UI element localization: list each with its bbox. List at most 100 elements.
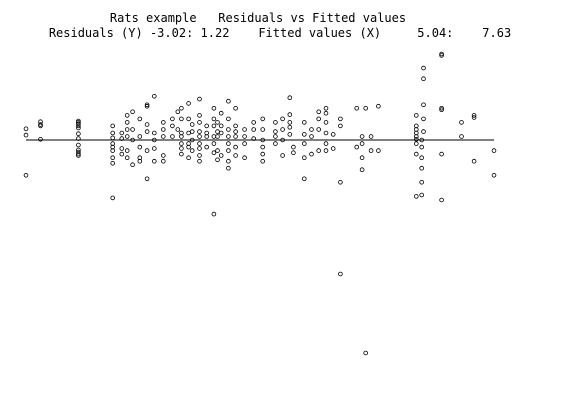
data-point-120	[226, 158, 231, 164]
data-point-160	[301, 120, 307, 125]
data-point-154	[291, 144, 296, 150]
data-point-75	[186, 101, 191, 106]
data-point-196	[413, 134, 419, 139]
data-point-2	[23, 173, 29, 178]
data-point-125	[233, 134, 238, 139]
data-point-191	[376, 148, 381, 153]
data-point-82	[189, 129, 195, 134]
data-point-184	[359, 155, 365, 161]
data-point-145	[280, 116, 285, 122]
data-point-26	[110, 161, 115, 166]
data-point-213	[439, 53, 444, 58]
data-point-29	[119, 136, 125, 141]
data-point-204	[419, 165, 425, 171]
data-point-172	[323, 141, 329, 146]
data-point-65	[170, 134, 175, 139]
data-point-49	[144, 122, 150, 127]
data-point-79	[186, 144, 191, 150]
data-point-151	[287, 120, 293, 125]
data-point-35	[124, 134, 130, 139]
data-point-86	[197, 113, 202, 118]
data-point-188	[368, 134, 374, 139]
data-point-98	[211, 106, 217, 111]
data-point-27	[110, 195, 115, 201]
data-point-25	[110, 155, 115, 161]
data-point-48	[144, 103, 150, 109]
data-point-123	[233, 123, 238, 129]
data-point-222	[471, 158, 477, 164]
data-point-73	[179, 146, 184, 151]
data-point-164	[316, 109, 322, 115]
data-point-54	[152, 130, 157, 136]
data-point-46	[137, 158, 143, 164]
data-point-91	[197, 146, 202, 151]
data-point-76	[186, 116, 191, 122]
data-point-21	[110, 135, 115, 141]
data-point-51	[144, 148, 150, 153]
data-point-108	[215, 148, 220, 153]
data-point-69	[179, 116, 184, 122]
data-point-174	[330, 132, 336, 137]
data-point-88	[197, 129, 202, 134]
data-point-36	[124, 148, 130, 153]
data-point-152	[287, 125, 293, 130]
data-point-63	[170, 116, 175, 122]
data-point-190	[376, 103, 381, 109]
data-point-67	[175, 127, 181, 132]
data-point-100	[211, 123, 217, 129]
data-point-17	[76, 151, 81, 157]
data-point-106	[215, 129, 220, 134]
data-point-10	[76, 123, 81, 129]
data-point-0	[23, 126, 29, 132]
data-point-32	[124, 113, 130, 118]
data-point-113	[218, 153, 224, 158]
data-point-168	[323, 106, 329, 111]
data-point-83	[189, 137, 195, 143]
data-point-130	[242, 141, 247, 146]
data-point-127	[233, 153, 238, 158]
data-point-3	[38, 119, 43, 124]
data-point-116	[226, 127, 231, 132]
data-point-41	[130, 162, 135, 168]
data-point-135	[260, 116, 266, 122]
data-point-133	[251, 127, 257, 132]
data-point-47	[144, 102, 150, 108]
data-point-143	[273, 134, 278, 139]
data-point-119	[226, 148, 231, 153]
data-point-34	[124, 127, 130, 132]
data-point-181	[354, 144, 360, 150]
data-point-105	[215, 120, 220, 125]
data-point-87	[197, 120, 202, 125]
data-point-205	[419, 180, 425, 185]
data-point-149	[287, 95, 293, 100]
data-point-150	[287, 112, 293, 117]
data-point-155	[291, 150, 296, 156]
data-point-169	[323, 110, 329, 116]
data-point-53	[152, 94, 157, 99]
data-point-71	[179, 134, 184, 139]
data-point-141	[273, 120, 278, 125]
data-point-134	[251, 136, 257, 141]
data-point-11	[76, 125, 81, 131]
data-point-173	[323, 148, 329, 153]
data-point-62	[161, 158, 166, 164]
data-point-200	[413, 194, 419, 199]
data-point-115	[226, 116, 231, 122]
data-point-211	[421, 129, 426, 134]
data-point-58	[161, 120, 166, 125]
data-point-158	[301, 141, 307, 146]
data-point-56	[152, 146, 157, 151]
data-point-110	[218, 110, 224, 116]
data-point-118	[226, 141, 231, 146]
data-point-179	[338, 271, 343, 277]
data-point-68	[179, 106, 184, 111]
data-point-122	[233, 106, 238, 111]
data-point-64	[170, 123, 175, 129]
data-point-162	[309, 134, 314, 139]
data-point-203	[419, 155, 425, 161]
data-point-146	[280, 127, 285, 132]
data-point-14	[76, 142, 81, 148]
data-point-121	[226, 165, 231, 171]
data-point-136	[260, 127, 266, 132]
